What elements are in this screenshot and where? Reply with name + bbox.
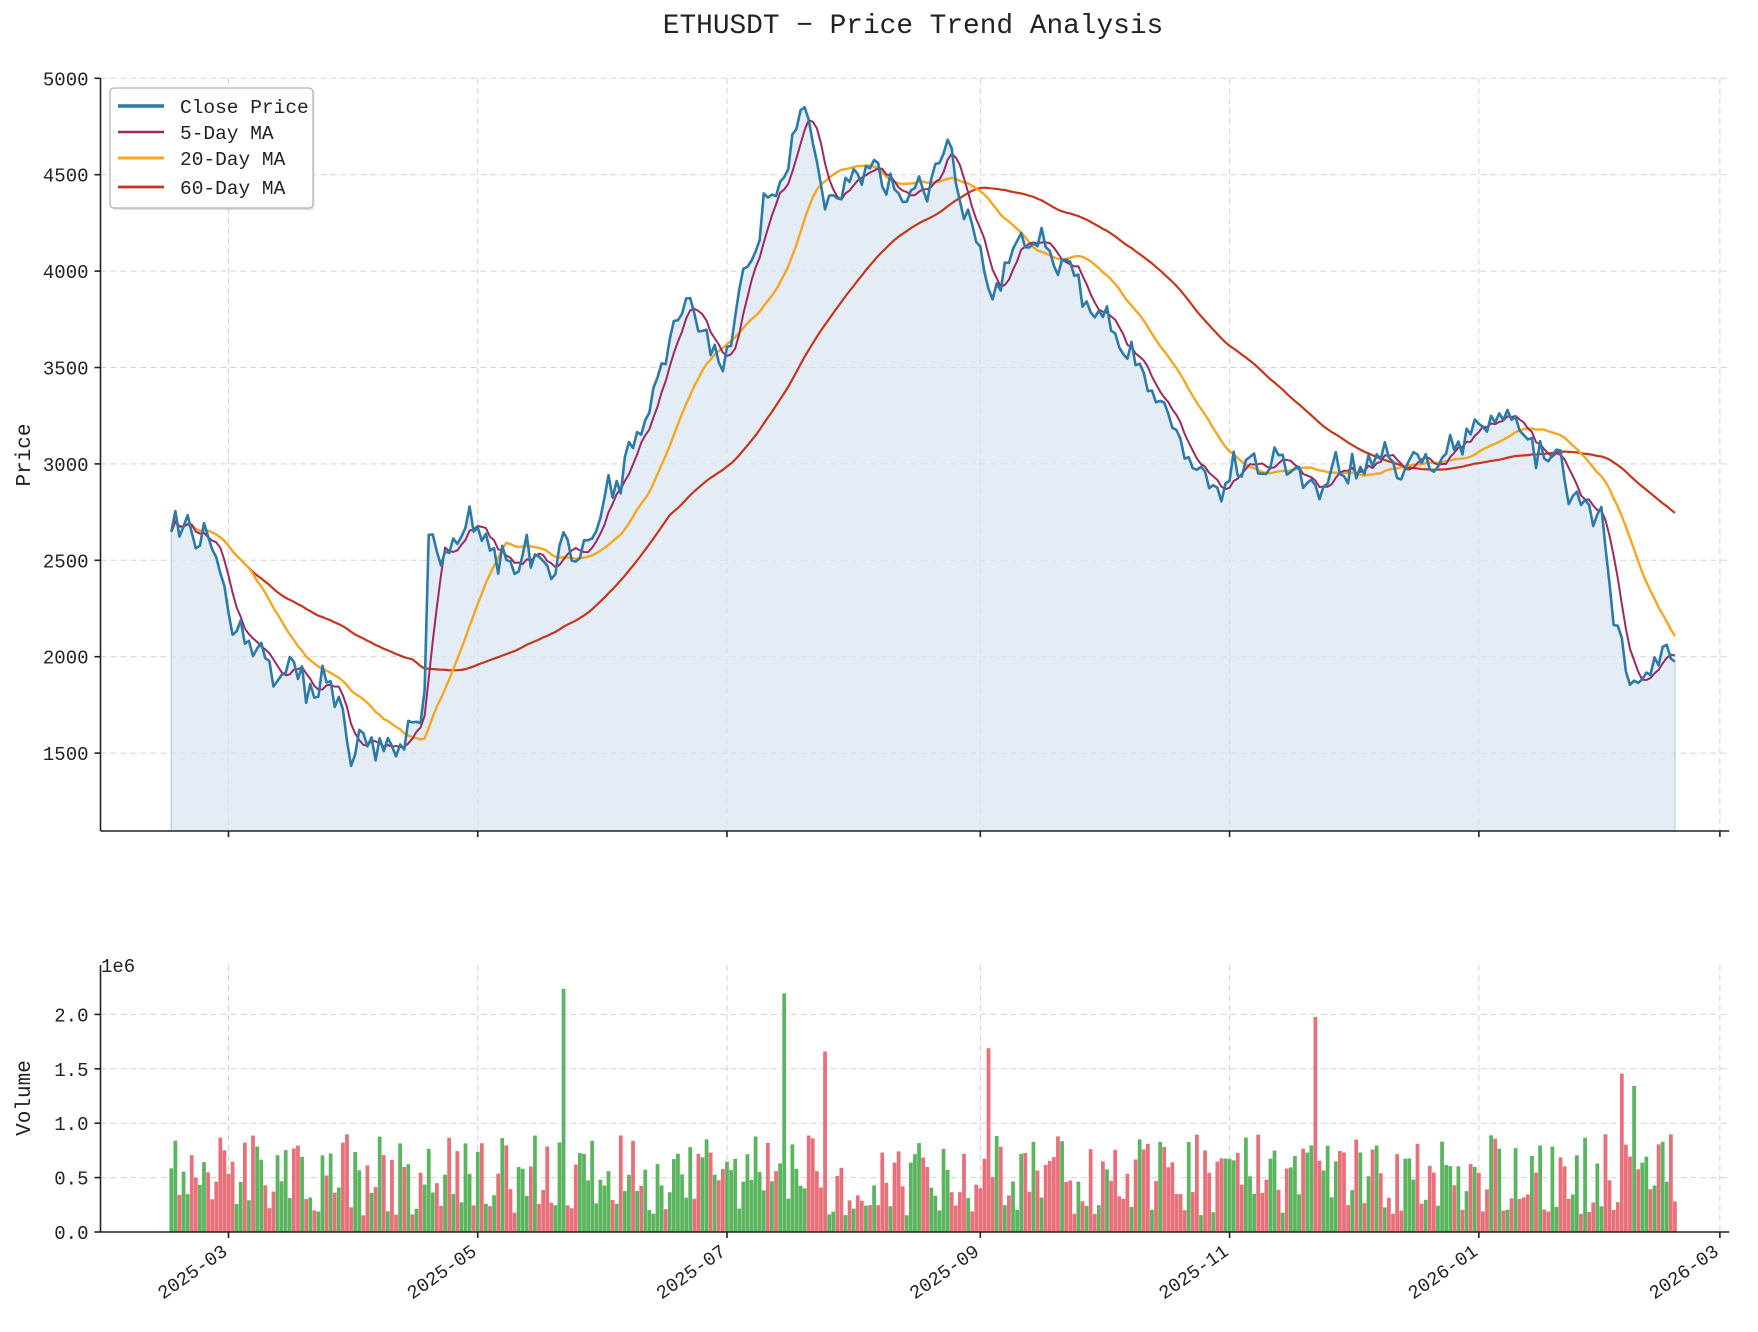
svg-text:2.0: 2.0 bbox=[54, 1005, 88, 1027]
svg-text:ETHUSDT − Price Trend Analysis: ETHUSDT − Price Trend Analysis bbox=[663, 11, 1163, 42]
svg-text:Volume: Volume bbox=[14, 1060, 37, 1136]
svg-text:Price: Price bbox=[14, 423, 37, 486]
svg-text:2026-03: 2026-03 bbox=[1645, 1241, 1723, 1305]
svg-text:3000: 3000 bbox=[43, 455, 89, 477]
svg-text:4000: 4000 bbox=[43, 262, 89, 284]
svg-text:1500: 1500 bbox=[43, 744, 89, 766]
svg-text:2500: 2500 bbox=[43, 551, 89, 573]
svg-text:2025-07: 2025-07 bbox=[652, 1241, 730, 1305]
svg-text:1.0: 1.0 bbox=[54, 1114, 88, 1136]
svg-text:5000: 5000 bbox=[43, 69, 89, 91]
svg-text:2026-01: 2026-01 bbox=[1404, 1241, 1482, 1305]
svg-text:3500: 3500 bbox=[43, 359, 89, 381]
svg-text:2000: 2000 bbox=[43, 648, 89, 670]
svg-text:60-Day MA: 60-Day MA bbox=[180, 178, 286, 200]
svg-text:2025-03: 2025-03 bbox=[154, 1241, 232, 1305]
svg-text:2025-05: 2025-05 bbox=[403, 1241, 481, 1305]
svg-text:1.5: 1.5 bbox=[54, 1060, 88, 1082]
svg-text:0.5: 0.5 bbox=[54, 1169, 88, 1191]
svg-text:Close Price: Close Price bbox=[180, 97, 309, 119]
svg-text:0.0: 0.0 bbox=[54, 1223, 88, 1245]
svg-text:20-Day MA: 20-Day MA bbox=[180, 149, 286, 171]
svg-text:5-Day MA: 5-Day MA bbox=[180, 123, 274, 145]
svg-text:4500: 4500 bbox=[43, 166, 89, 188]
svg-text:1e6: 1e6 bbox=[101, 956, 135, 978]
svg-text:2025-11: 2025-11 bbox=[1155, 1241, 1233, 1305]
svg-text:2025-09: 2025-09 bbox=[906, 1241, 984, 1305]
